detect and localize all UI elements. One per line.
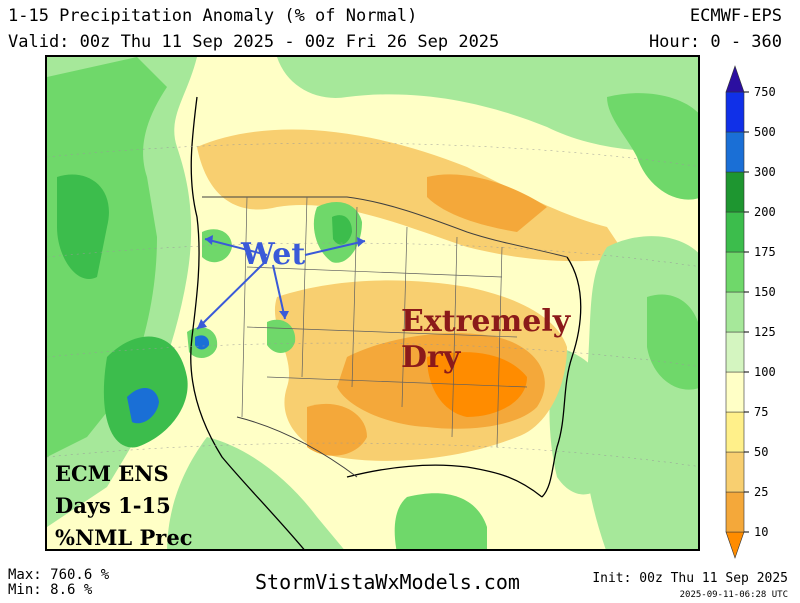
texas-dry	[307, 403, 367, 456]
days-label: Days 1-15	[55, 493, 171, 518]
legend-band-3	[725, 411, 745, 453]
min-value: Min: 8.6 %	[8, 582, 93, 598]
forecast-hours: Hour: 0 - 360	[648, 32, 782, 52]
state-borders	[241, 196, 528, 448]
extreme-dry-core	[427, 352, 527, 417]
us-canada-border	[202, 196, 568, 258]
west-coastline	[190, 96, 305, 549]
extremely-label: Extremely	[401, 304, 571, 339]
legend-label: 150	[754, 285, 776, 299]
legend-label: 200	[754, 205, 776, 219]
legend-band-4	[725, 371, 745, 413]
legend-band-5	[725, 331, 745, 373]
legend-label: 125	[754, 325, 776, 339]
legend-band-8	[725, 211, 745, 253]
legend-band-6	[725, 291, 745, 333]
legend-band-11	[725, 91, 745, 133]
site-watermark: StormVistaWxModels.com	[255, 570, 520, 594]
arctic-wet-region	[277, 57, 698, 151]
california-wet-max	[127, 387, 159, 424]
valid-period: Valid: 00z Thu 11 Sep 2025 - 00z Fri 26 …	[8, 32, 500, 52]
dry-label: Dry	[401, 340, 461, 375]
legend-label: 300	[754, 165, 776, 179]
map-title: 1-15 Precipitation Anomaly (% of Normal)	[8, 6, 418, 26]
legend-band-9	[725, 171, 745, 213]
color-scale-legend: 10 25 50 75 100 125 150 175 200 300 500 750	[725, 65, 776, 559]
atlantic-wet-core	[647, 294, 698, 390]
legend-label: 50	[754, 445, 768, 459]
canada-dry-core	[427, 174, 547, 232]
labrador-wet	[607, 93, 698, 200]
wet-label: Wet	[241, 237, 306, 272]
dakota-wet-core	[332, 215, 352, 245]
mexico-wet	[167, 437, 344, 549]
legend-band-7	[725, 251, 745, 293]
model-name: ECMWF-EPS	[689, 6, 782, 26]
legend-label: 75	[754, 405, 768, 419]
nml-prec-label: %NML Prec	[55, 525, 193, 550]
east-coastline	[541, 256, 582, 498]
legend-label: 175	[754, 245, 776, 259]
us-mexico-border	[236, 416, 358, 478]
gulf-coastline	[346, 464, 543, 498]
legend-label: 750	[754, 85, 776, 99]
legend-label: 500	[754, 125, 776, 139]
max-value: Max: 760.6 %	[8, 567, 110, 583]
legend-label: 25	[754, 485, 768, 499]
ecm-ens-label: ECM ENS	[55, 461, 169, 486]
legend-label: 10	[754, 525, 768, 539]
init-time: Init: 00z Thu 11 Sep 2025	[592, 571, 788, 586]
wet-arrows	[196, 238, 366, 330]
legend-label: 100	[754, 365, 776, 379]
legend-band-2	[725, 451, 745, 493]
legend-band-0	[725, 531, 745, 559]
legend-band-10	[725, 131, 745, 173]
caribbean-wet	[394, 493, 487, 549]
map-canvas	[47, 57, 698, 549]
generated-timestamp: 2025-09-11-06:28 UTC	[679, 590, 788, 600]
precip-anomaly-map: Wet Extremely Dry ECM ENS Days 1-15 %NML…	[45, 55, 700, 551]
legend-band-12	[725, 65, 745, 93]
legend-band-1	[725, 491, 745, 533]
